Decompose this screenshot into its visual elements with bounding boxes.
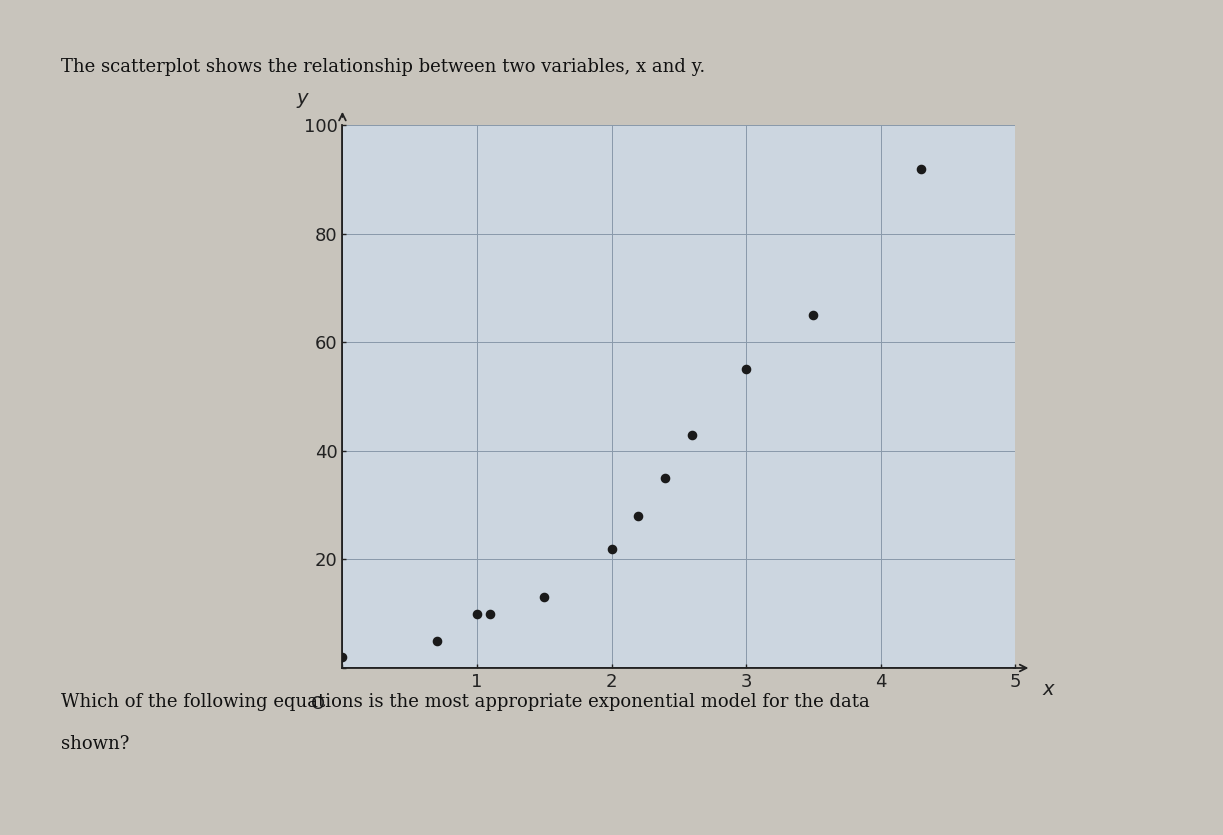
Point — [629, 509, 648, 523]
Text: shown?: shown? — [61, 735, 130, 753]
Text: O: O — [311, 695, 325, 713]
Point — [333, 650, 352, 664]
Text: The scatterplot shows the relationship between two variables, x and y.: The scatterplot shows the relationship b… — [61, 58, 706, 77]
Point — [481, 607, 500, 620]
Text: y: y — [296, 89, 308, 108]
Point — [427, 635, 446, 648]
Text: Which of the following equations is the most appropriate exponential model for t: Which of the following equations is the … — [61, 693, 870, 711]
Point — [804, 308, 823, 321]
Point — [736, 362, 756, 376]
Point — [656, 471, 675, 484]
Point — [682, 428, 702, 441]
Point — [534, 591, 554, 605]
Text: x: x — [1043, 681, 1054, 699]
Point — [602, 542, 621, 555]
Point — [911, 162, 931, 175]
Point — [467, 607, 487, 620]
